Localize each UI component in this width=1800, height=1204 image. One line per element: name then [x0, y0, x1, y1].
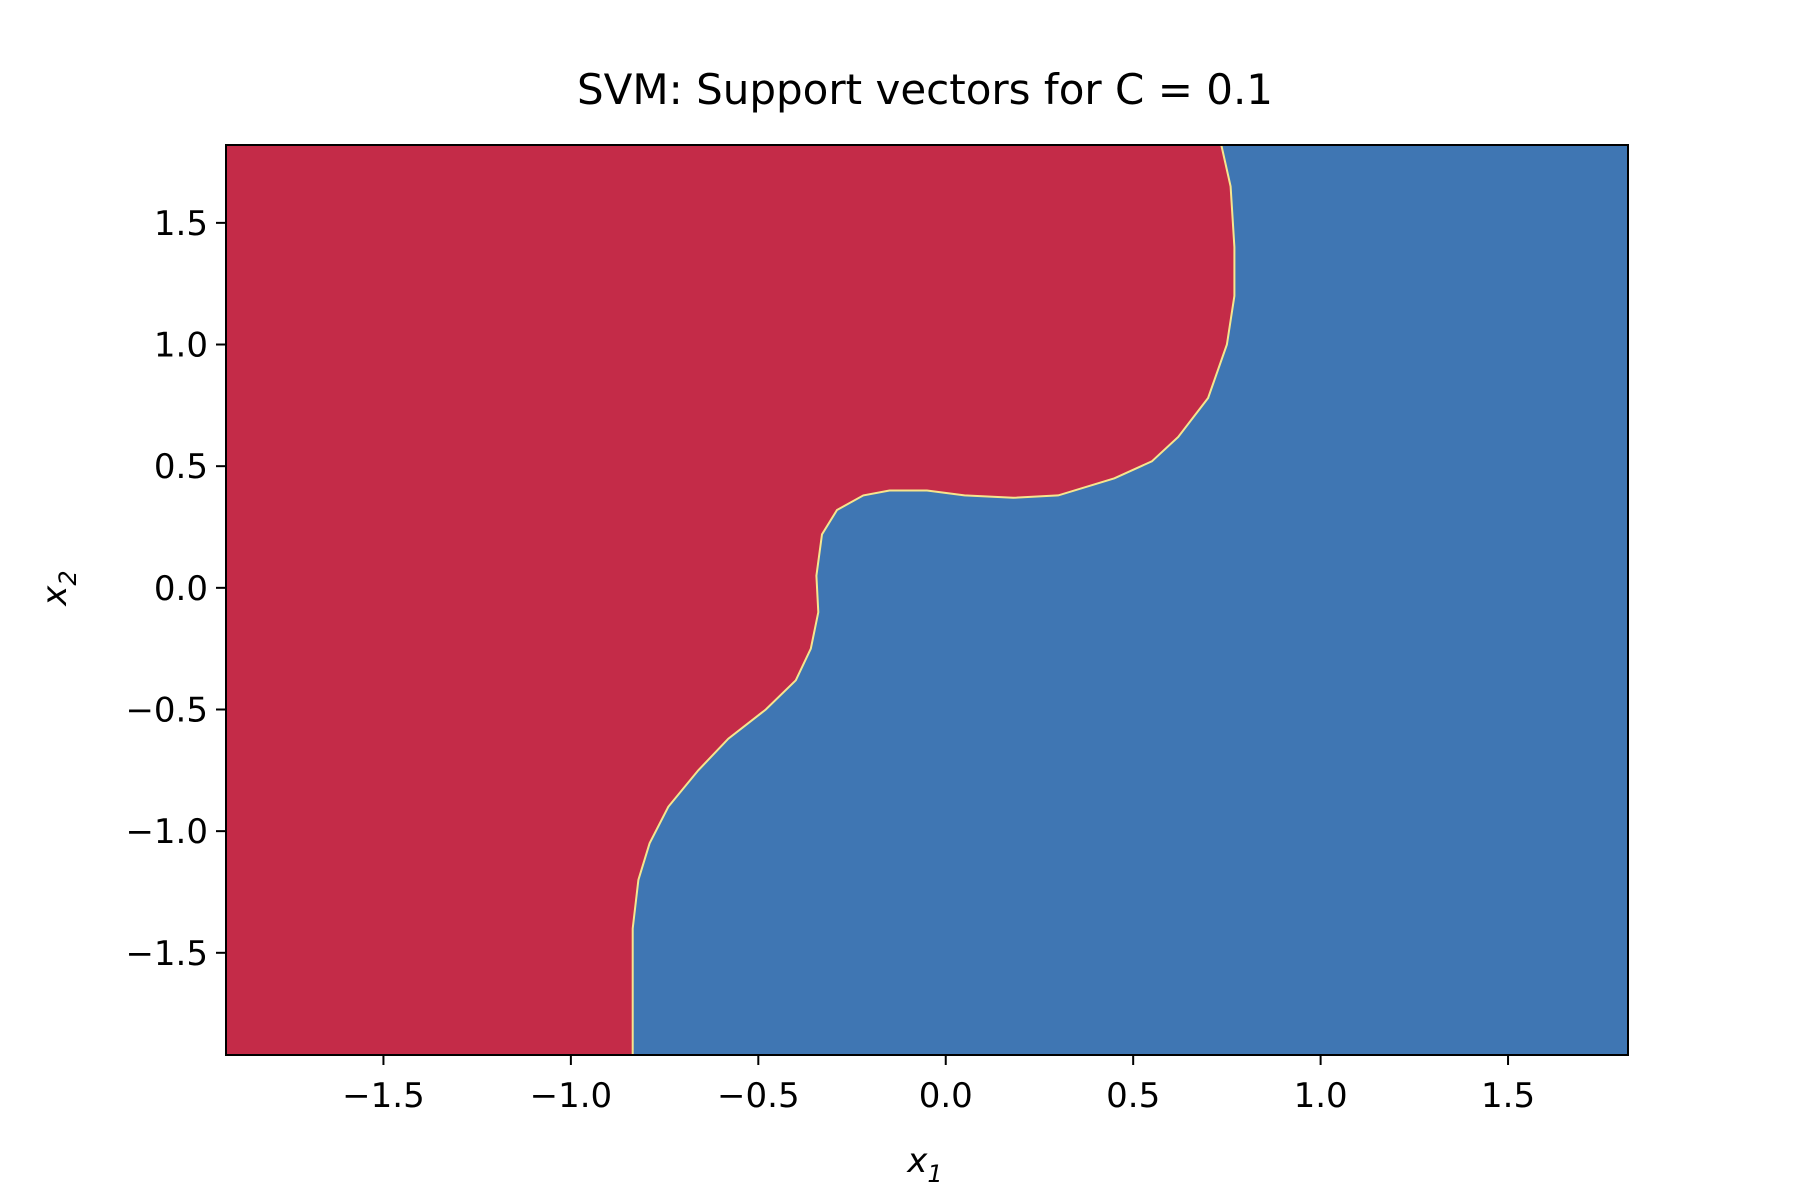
x-tick-label: 1.5: [1481, 1076, 1535, 1116]
x-tick-label: −1.5: [342, 1076, 425, 1116]
y-axis: 1.5 1.0 0.5 0.0 −0.5 −1.0 −1.5: [125, 204, 226, 974]
y-tick-label: −0.5: [125, 690, 208, 730]
y-tick-label: 1.5: [154, 204, 208, 244]
decision-boundary: [631, 144, 1236, 1055]
x-axis: −1.5 −1.0 −0.5 0.0 0.5 1.0 1.5: [342, 1055, 1535, 1116]
x-tick-label: 0.5: [1106, 1076, 1160, 1116]
y-tick-label: −1.0: [125, 812, 208, 852]
y-axis-label-main: x: [35, 585, 75, 607]
x-axis-label-sub: 1: [927, 1160, 942, 1188]
x-tick-label: 0.0: [919, 1076, 973, 1116]
x-tick-label: −1.0: [530, 1076, 613, 1116]
y-tick-label: 0.5: [154, 447, 208, 487]
y-tick-label: 1.0: [154, 326, 208, 366]
x-tick-label: −0.5: [717, 1076, 800, 1116]
y-tick-label: 0.0: [154, 569, 208, 609]
x-tick-label: 1.0: [1294, 1076, 1348, 1116]
chart-title: SVM: Support vectors for C = 0.1: [577, 65, 1273, 114]
y-axis-label: x2: [35, 570, 82, 606]
y-tick-label: −1.5: [125, 934, 208, 974]
x-axis-label-main: x: [906, 1141, 928, 1181]
blue-class-region: [632, 145, 1628, 1055]
plot-area: [225, 144, 1629, 1056]
plot-frame: [225, 144, 1629, 1056]
x-axis-label: x1: [906, 1141, 942, 1188]
y-axis-label-sub: 2: [54, 570, 82, 585]
